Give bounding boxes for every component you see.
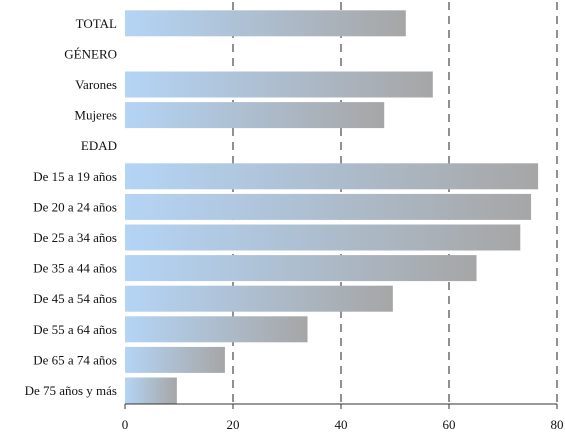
x-tick-label: 60 [443,417,456,432]
category-labels: TOTAL GÉNERO Varones Mujeres EDAD De 15 a 19 … [25,16,117,398]
category-label: De 65 a 74 años [33,352,117,367]
bars [125,10,539,404]
bar [125,377,177,404]
category-label: De 55 a 64 años [33,322,117,337]
category-label: De 35 a 44 años [33,261,117,276]
category-label: De 20 a 24 años [33,199,117,214]
category-label: Mujeres [74,108,117,123]
x-tick-label: 20 [227,417,240,432]
category-label: De 25 a 34 años [33,230,117,245]
bar [125,316,308,343]
bar [125,193,532,220]
bar [125,285,393,312]
category-label: De 15 a 19 años [33,169,117,184]
bar [125,102,385,129]
category-label: TOTAL [76,16,117,31]
category-label: GÉNERO [64,46,117,61]
bar [125,10,406,37]
bar [125,224,521,251]
x-tick-label: 40 [335,417,348,432]
category-label: De 45 a 54 años [33,291,117,306]
bar [125,346,225,373]
bar [125,71,433,98]
x-tick-label: 80 [551,417,564,432]
category-label: Varones [75,77,117,92]
bar [125,163,539,190]
x-axis: 0 20 40 60 80 [122,403,564,432]
x-tick-label: 0 [122,417,129,432]
category-label: EDAD [81,138,117,153]
bar [125,255,477,282]
category-label: De 75 años y más [25,383,117,398]
